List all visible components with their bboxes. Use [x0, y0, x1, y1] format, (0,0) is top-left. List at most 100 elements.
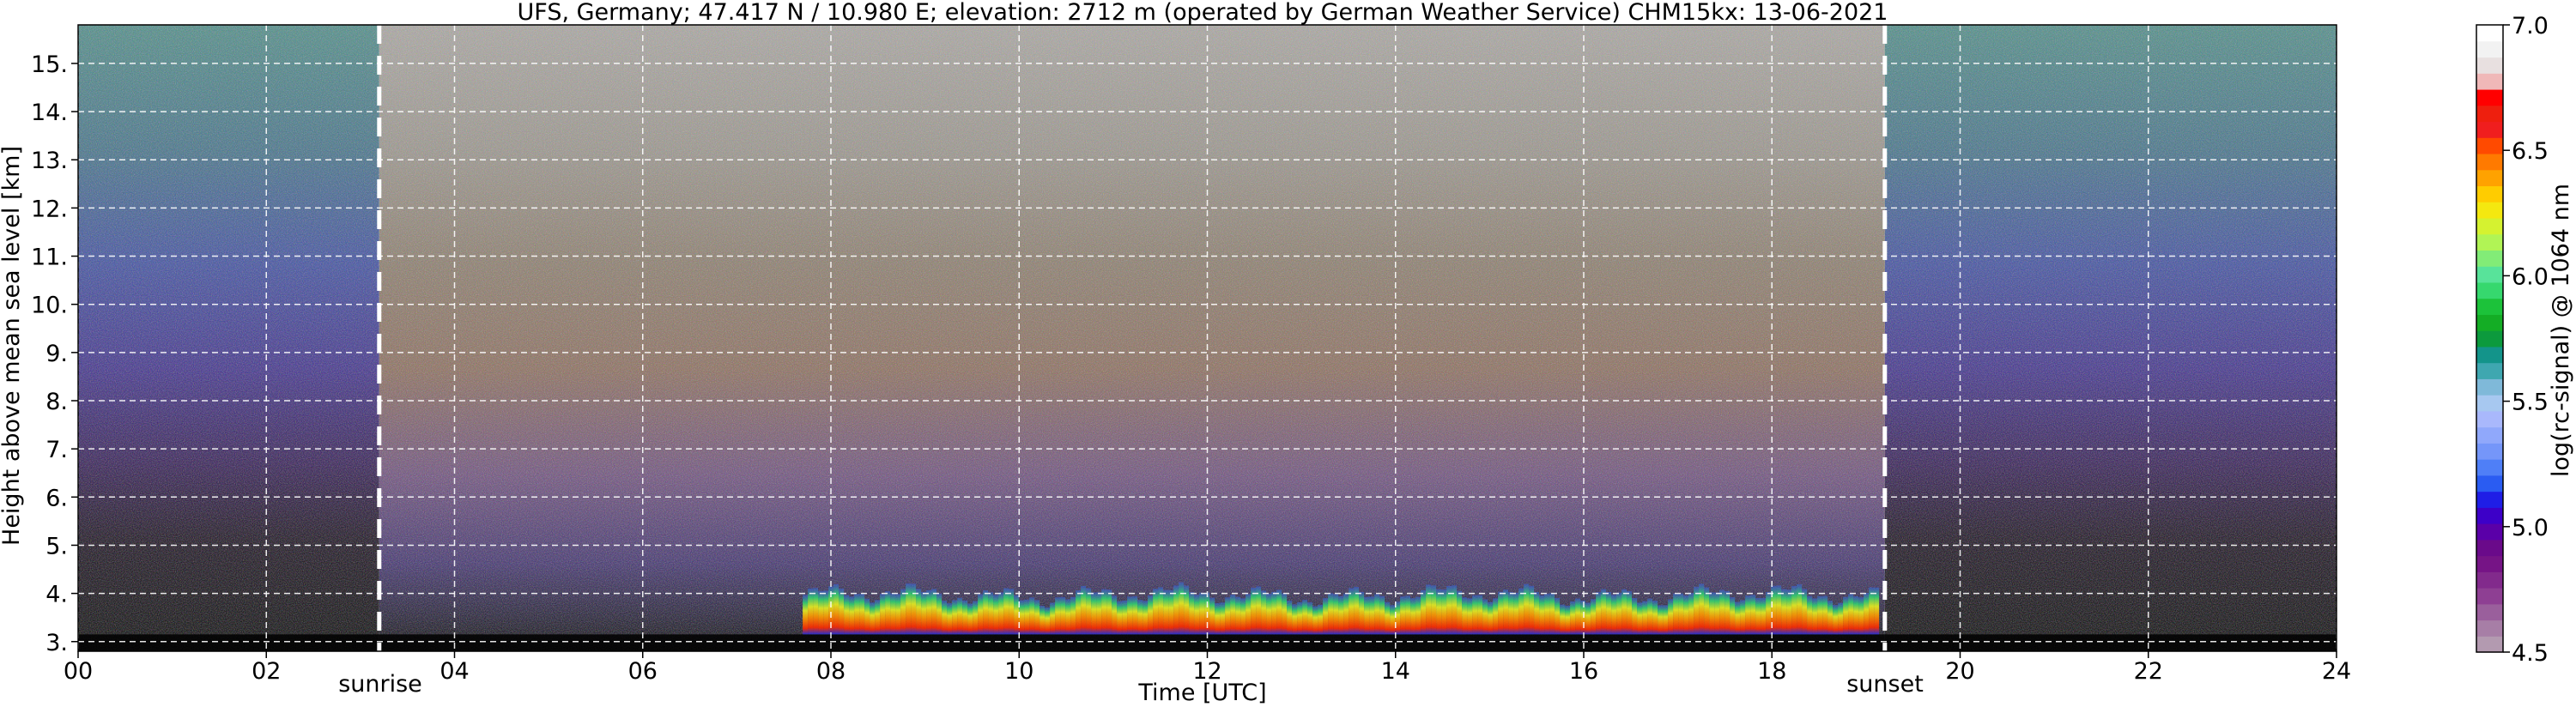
- signal-column: [1220, 602, 1226, 635]
- signal-column: [1297, 601, 1303, 635]
- signal-column: [1209, 597, 1215, 635]
- signal-column: [1869, 587, 1875, 635]
- signal-column: [1158, 587, 1164, 635]
- signal-column: [1153, 589, 1159, 635]
- y-tick-label: 7.: [45, 437, 68, 463]
- signal-column: [1611, 595, 1617, 635]
- signal-column: [1261, 590, 1267, 635]
- y-tick-label: 4.: [45, 582, 68, 608]
- signal-column: [1503, 589, 1509, 635]
- signal-column: [859, 594, 865, 635]
- chart-title: UFS, Germany; 47.417 N / 10.980 E; eleva…: [518, 0, 1888, 26]
- colorbar-segment: [2476, 378, 2503, 396]
- colorbar-segment: [2476, 121, 2503, 138]
- colorbar-segment: [2476, 523, 2503, 541]
- signal-column: [1663, 605, 1669, 635]
- colorbar-segment: [2476, 73, 2503, 90]
- colorbar-segment: [2476, 169, 2503, 187]
- sunrise-annotation: sunrise: [338, 671, 422, 698]
- signal-column: [1096, 592, 1102, 635]
- signal-column: [1137, 600, 1143, 635]
- colorbar-segment: [2476, 491, 2503, 508]
- signal-column: [1215, 602, 1221, 635]
- y-tick-label: 14.: [31, 100, 68, 126]
- signal-column: [1740, 600, 1746, 635]
- signal-column: [1735, 601, 1741, 635]
- signal-column: [1621, 589, 1627, 635]
- colorbar-segment: [2476, 603, 2503, 621]
- signal-column: [1292, 604, 1298, 635]
- colorbar-segment: [2476, 57, 2503, 74]
- signal-column: [1575, 598, 1581, 635]
- signal-column: [1194, 595, 1200, 635]
- y-tick-label: 9.: [45, 341, 68, 367]
- signal-column: [1230, 595, 1236, 635]
- signal-column: [844, 595, 850, 635]
- signal-column: [1282, 593, 1288, 635]
- colorbar-tick-label: 5.5: [2512, 390, 2549, 416]
- colorbar-segment: [2476, 443, 2503, 460]
- signal-column: [1596, 592, 1602, 635]
- signal-column: [1688, 593, 1694, 635]
- signal-column: [1822, 595, 1828, 635]
- colorbar-segment: [2476, 266, 2503, 283]
- signal-column: [1647, 598, 1653, 635]
- signal-column: [1333, 594, 1339, 635]
- x-tick-label: 08: [816, 658, 846, 685]
- signal-column: [1364, 596, 1370, 635]
- y-tick-label: 12.: [31, 196, 68, 222]
- signal-column: [1369, 596, 1375, 635]
- y-tick-label: 10.: [31, 293, 68, 319]
- signal-column: [1493, 598, 1499, 635]
- signal-column: [967, 603, 973, 635]
- signal-column: [1704, 587, 1710, 635]
- signal-column: [885, 591, 891, 635]
- signal-column: [916, 589, 922, 635]
- signal-column: [1323, 598, 1329, 635]
- signal-column: [1276, 589, 1282, 635]
- signal-column: [880, 594, 886, 635]
- signal-column: [1091, 592, 1097, 635]
- signal-column: [1565, 605, 1571, 635]
- colorbar-segment: [2476, 395, 2503, 412]
- colorbar-frame: [2476, 24, 2504, 653]
- signal-column: [1570, 601, 1576, 635]
- signal-column: [1390, 605, 1396, 635]
- signal-column: [1529, 585, 1535, 635]
- signal-column: [993, 595, 999, 635]
- signal-column: [1168, 589, 1174, 635]
- signal-column: [839, 589, 845, 635]
- signal-column: [1379, 595, 1385, 635]
- signal-column: [808, 588, 814, 635]
- signal-column: [1374, 594, 1380, 635]
- signal-column: [1791, 585, 1797, 635]
- signal-column: [818, 590, 824, 635]
- colorbar-tick-label: 5.0: [2512, 515, 2549, 541]
- signal-column: [926, 589, 932, 635]
- signal-column: [1730, 597, 1736, 635]
- colorbar-segment: [2476, 185, 2503, 202]
- signal-column: [1189, 592, 1195, 635]
- colorbar-segment: [2476, 474, 2503, 492]
- signal-column: [1307, 601, 1313, 635]
- signal-column: [1421, 589, 1427, 635]
- signal-column: [1132, 595, 1138, 635]
- colorbar-segment: [2476, 346, 2503, 364]
- colorbar-segment: [2476, 539, 2503, 557]
- signal-column: [1616, 592, 1622, 635]
- x-tick-label: 02: [252, 658, 281, 685]
- signal-column: [1518, 588, 1524, 635]
- signal-column: [1472, 595, 1478, 635]
- y-tick-label: 3.: [45, 630, 68, 656]
- signal-column: [1848, 594, 1854, 635]
- signal-column: [890, 593, 896, 635]
- signal-column: [1745, 595, 1751, 635]
- signal-column: [1797, 583, 1803, 635]
- signal-column: [1235, 596, 1241, 635]
- signal-column: [1488, 601, 1494, 635]
- signal-column: [1019, 600, 1025, 635]
- signal-column: [1601, 589, 1607, 635]
- signal-column: [1606, 592, 1612, 635]
- signal-column: [1544, 594, 1550, 635]
